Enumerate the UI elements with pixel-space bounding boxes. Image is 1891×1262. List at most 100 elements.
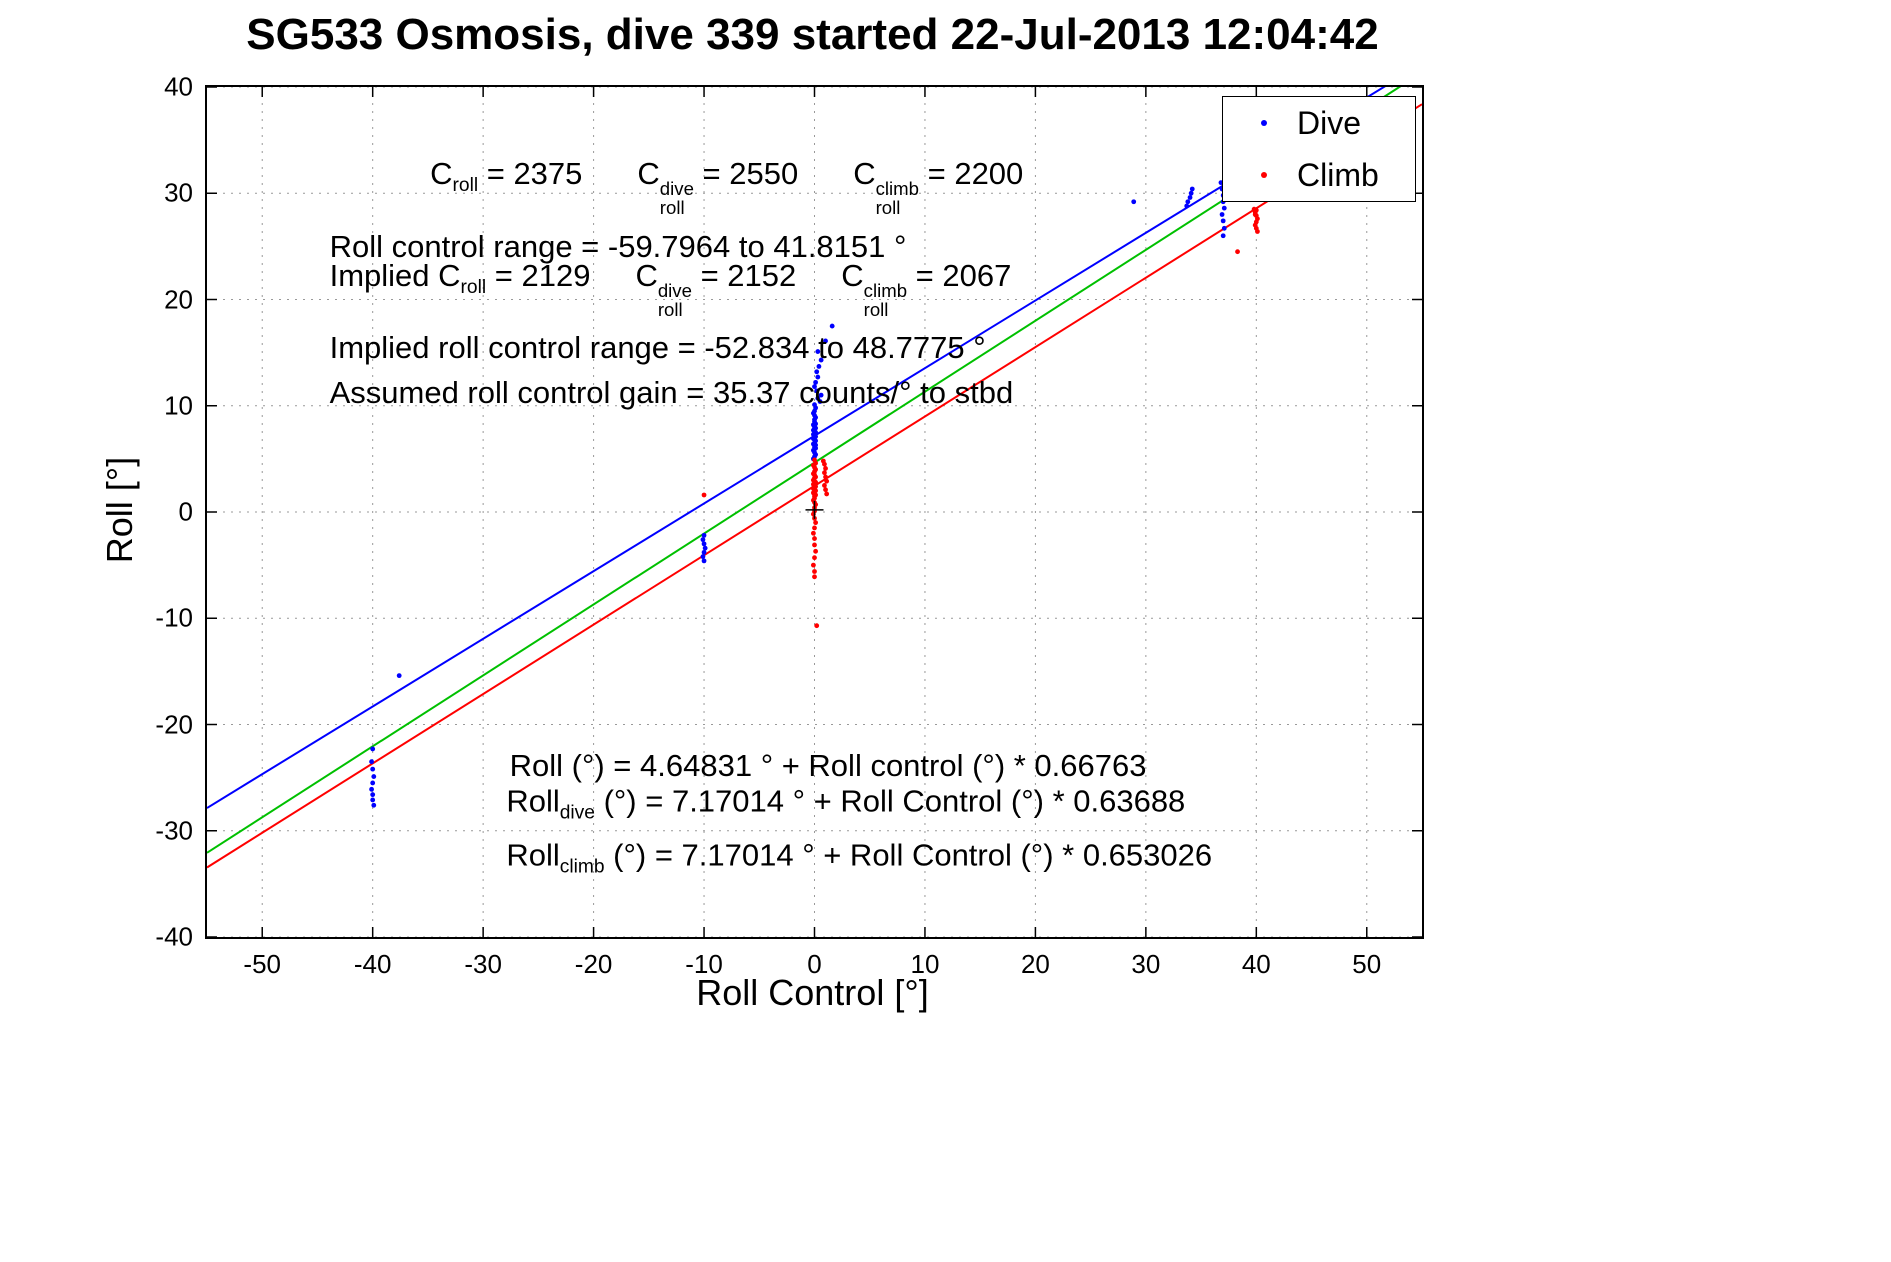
y-tick-label: -10 <box>155 602 193 633</box>
legend-marker-dive-icon <box>1261 120 1267 126</box>
data-point-dive <box>829 323 835 329</box>
y-tick-label: 20 <box>164 284 193 314</box>
data-point-climb <box>1235 249 1240 255</box>
y-tick-label: 10 <box>164 390 193 421</box>
y-axis-label: Roll [°] <box>99 456 140 564</box>
data-point-dive <box>812 402 817 408</box>
data-point-dive <box>370 766 376 772</box>
data-point-dive <box>701 549 707 555</box>
data-point-dive <box>1185 199 1191 205</box>
x-tick-label: -10 <box>685 949 723 979</box>
annotation: Roll (°) = 4.64831 ° + Roll control (°) … <box>509 747 1147 783</box>
x-tick-label: 20 <box>1020 949 1050 979</box>
data-point-dive <box>1219 212 1225 217</box>
data-point-climb <box>1252 212 1258 217</box>
data-point-climb <box>812 555 817 561</box>
data-point-dive <box>814 388 820 394</box>
y-tick-label: -30 <box>155 815 193 846</box>
x-axis-label: Roll Control [°] <box>696 972 929 1013</box>
data-point-dive <box>815 374 821 380</box>
data-point-climb <box>813 520 819 526</box>
data-point-climb <box>824 491 830 497</box>
data-point-dive <box>701 532 707 538</box>
data-point-dive <box>1131 199 1137 205</box>
data-point-dive <box>813 379 819 385</box>
data-point-dive <box>1184 203 1190 209</box>
data-point-dive <box>371 802 377 808</box>
plot-area <box>205 85 1424 939</box>
plot-canvas <box>207 87 1422 937</box>
data-point-climb <box>814 623 820 629</box>
x-tick-label: -40 <box>353 949 392 979</box>
data-point-climb <box>823 474 828 480</box>
y-tick-label: 40 <box>164 71 193 102</box>
data-point-climb <box>824 478 830 484</box>
annotation: Rolldive (°) = 7.17014 ° + Roll Control … <box>506 783 1186 824</box>
data-point-dive <box>1187 195 1193 200</box>
data-point-dive <box>815 395 821 401</box>
data-point-dive <box>370 746 376 752</box>
data-point-climb <box>1255 229 1260 234</box>
x-tick-label: 50 <box>1352 949 1382 979</box>
data-point-climb <box>810 530 816 536</box>
annotation: Roll control range = -59.7964 to 41.8151… <box>329 229 907 265</box>
data-point-climb <box>822 470 827 476</box>
data-point-dive <box>370 792 376 798</box>
legend: Dive Climb <box>1222 96 1416 202</box>
data-point-climb <box>812 536 817 541</box>
legend-label: Dive <box>1297 104 1362 141</box>
data-point-dive <box>369 786 374 792</box>
data-point-climb <box>812 525 817 531</box>
data-point-dive <box>814 369 820 375</box>
data-point-dive <box>701 558 707 564</box>
legend-marker-climb-icon <box>1261 172 1267 178</box>
x-tick-label: 40 <box>1241 949 1271 979</box>
data-point-dive <box>701 541 707 547</box>
data-point-dive <box>1221 225 1227 231</box>
data-point-dive <box>370 797 376 803</box>
legend-item: Climb <box>1223 149 1415 201</box>
x-tick-label: -20 <box>574 949 613 979</box>
chart-title: SG533 Osmosis, dive 339 started 22-Jul-2… <box>246 10 1379 59</box>
data-point-climb <box>823 487 828 493</box>
y-tick-label: -20 <box>155 709 193 739</box>
data-point-dive <box>812 384 817 390</box>
data-point-climb <box>823 466 828 471</box>
data-point-dive <box>1188 190 1194 196</box>
data-point-dive <box>1221 205 1227 211</box>
y-tick-label: 0 <box>178 496 193 527</box>
data-point-climb <box>812 542 817 548</box>
data-point-dive <box>700 554 706 560</box>
x-tick-label: -50 <box>243 949 282 979</box>
data-point-dive <box>816 364 822 369</box>
data-point-climb <box>813 548 819 554</box>
data-point-dive <box>823 338 828 344</box>
x-tick-label: 10 <box>910 949 940 979</box>
data-point-climb <box>1253 207 1259 213</box>
data-point-climb <box>822 461 827 467</box>
data-point-dive <box>1220 218 1226 224</box>
data-point-dive <box>370 780 376 786</box>
data-point-dive <box>371 774 377 779</box>
data-point-dive <box>818 357 824 363</box>
data-point-dive <box>818 392 824 398</box>
data-point-climb <box>822 483 827 488</box>
data-point-dive <box>1220 233 1226 239</box>
annotation: Implied roll control range = -52.834 to … <box>329 330 986 366</box>
data-point-dive <box>1189 186 1195 192</box>
x-tick-label: -30 <box>464 949 502 979</box>
data-point-dive <box>396 673 402 679</box>
data-point-dive <box>815 349 821 354</box>
data-point-dive <box>700 537 706 543</box>
x-tick-label: 30 <box>1131 949 1161 979</box>
y-tick-label: -40 <box>155 921 193 952</box>
legend-label: Climb <box>1297 156 1379 193</box>
data-point-climb <box>812 569 817 574</box>
data-point-climb <box>812 574 817 580</box>
data-point-climb <box>810 562 816 568</box>
data-point-climb <box>701 492 707 498</box>
data-point-dive <box>369 759 374 765</box>
